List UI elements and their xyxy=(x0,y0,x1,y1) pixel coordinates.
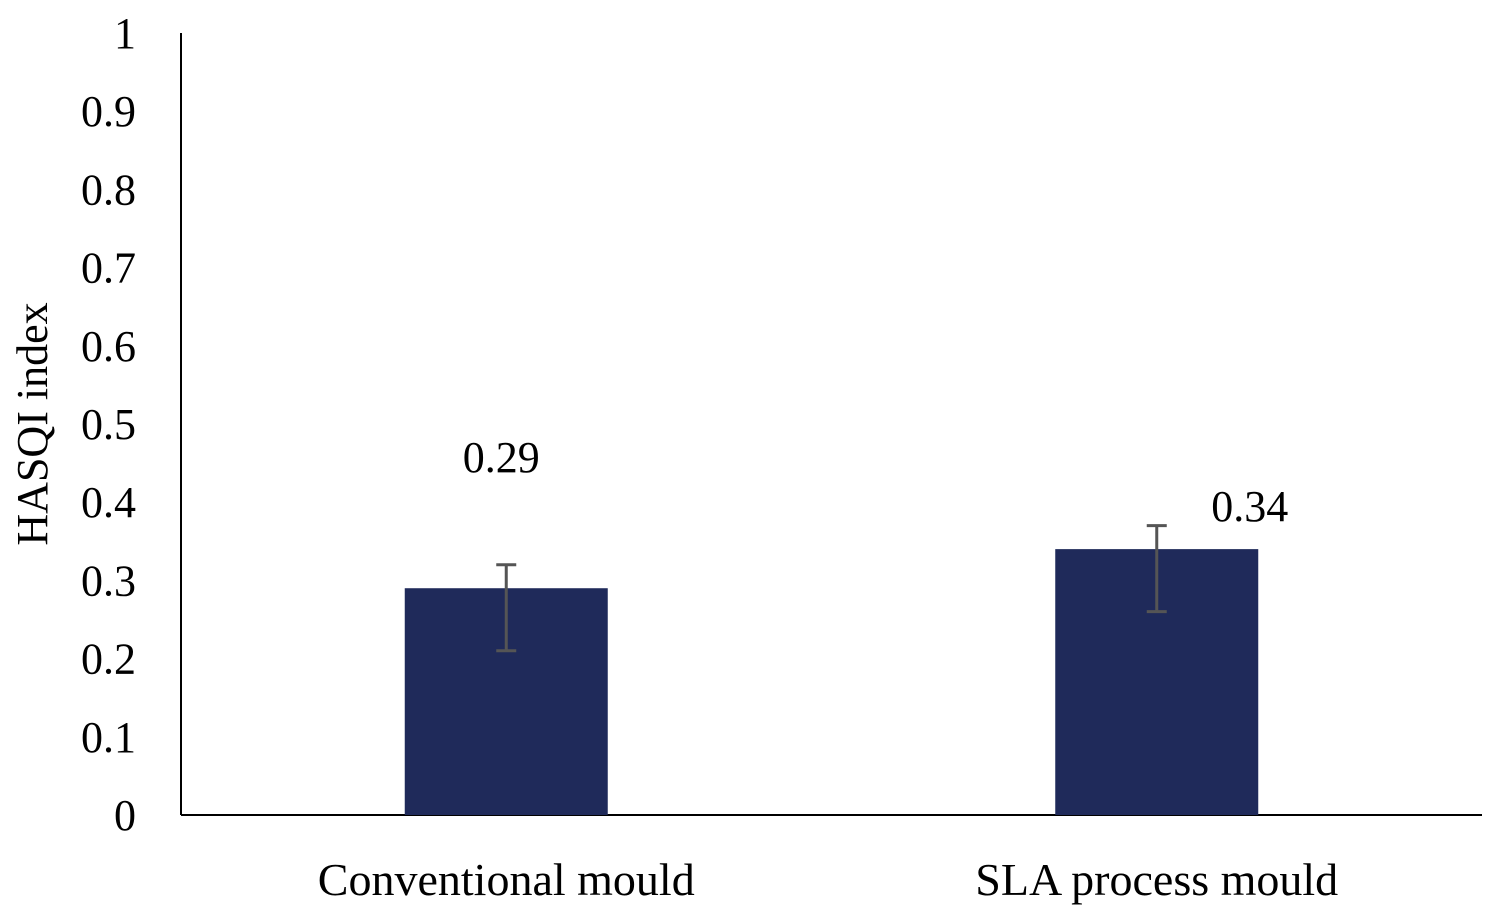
category-label: SLA process mould xyxy=(975,854,1338,905)
y-tick-label: 0.2 xyxy=(81,635,136,684)
y-tick-label: 0.3 xyxy=(81,556,136,605)
data-label: 0.29 xyxy=(463,433,540,482)
y-tick-label: 0 xyxy=(114,791,136,840)
error-bar xyxy=(1146,524,1167,614)
y-tick-label: 1 xyxy=(114,9,136,58)
data-label: 0.34 xyxy=(1211,482,1288,531)
error-bar xyxy=(496,563,517,653)
y-tick-label: 0.1 xyxy=(81,713,136,762)
y-tick-label: 0.4 xyxy=(81,478,136,527)
y-tick-label: 0.8 xyxy=(81,165,136,214)
data-labels: 0.29 0.34 xyxy=(463,433,1289,531)
category-labels: Conventional mould SLA process mould xyxy=(318,854,1338,905)
y-tick-label: 0.6 xyxy=(81,322,136,371)
y-tick-label: 0.5 xyxy=(81,400,136,449)
category-label: Conventional mould xyxy=(318,854,695,905)
y-tick-label: 0.7 xyxy=(81,244,136,293)
error-bars xyxy=(496,524,1167,653)
y-tick-label: 0.9 xyxy=(81,87,136,136)
bars xyxy=(404,549,1259,815)
y-axis-label: HASQI index xyxy=(8,302,57,545)
y-tick-labels: 0 0.1 0.2 0.3 0.4 0.5 0.6 0.7 0.8 0.9 1 xyxy=(81,9,136,840)
